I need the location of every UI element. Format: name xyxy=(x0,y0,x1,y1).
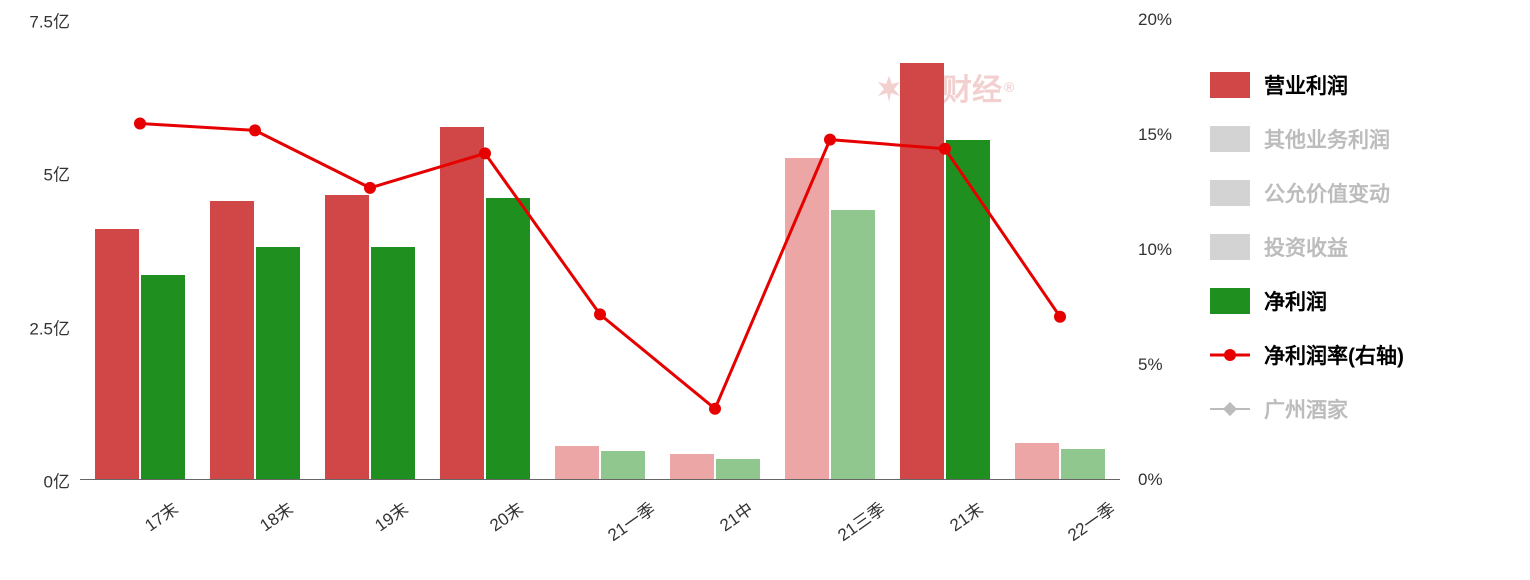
legend-swatch xyxy=(1210,234,1250,260)
y-right-tick-label: 10% xyxy=(1138,240,1198,260)
legend-swatch xyxy=(1210,180,1250,206)
line-marker xyxy=(1054,311,1066,323)
line-marker xyxy=(479,147,491,159)
line-series xyxy=(140,124,1060,409)
line-marker xyxy=(709,403,721,415)
legend-item[interactable]: 其他业务利润 xyxy=(1210,119,1520,159)
y-left-tick-label: 7.5亿 xyxy=(0,8,70,33)
plot-inner: 掌财经 ® xyxy=(80,20,1120,480)
line-marker xyxy=(249,124,261,136)
line-marker xyxy=(594,308,606,320)
legend: 营业利润其他业务利润公允价值变动投资收益净利润净利润率(右轴) 广州酒家 xyxy=(1210,65,1520,443)
legend-item[interactable]: 营业利润 xyxy=(1210,65,1520,105)
y-left-tick-label: 0亿 xyxy=(0,468,70,493)
legend-label: 公允价值变动 xyxy=(1264,178,1390,208)
y-left-tick-label: 2.5亿 xyxy=(0,314,70,339)
legend-item[interactable]: 广州酒家 xyxy=(1210,389,1520,429)
legend-item[interactable]: 净利润 xyxy=(1210,281,1520,321)
line-series-svg xyxy=(80,20,1120,480)
legend-swatch xyxy=(1210,342,1250,368)
line-marker xyxy=(364,182,376,194)
x-tick-label: 17末 xyxy=(138,495,182,536)
financial-chart: 0亿 2.5亿 5亿 7.5亿 0% 5% 10% 15% 20% 掌财经 ® 17末 18末 1… xyxy=(0,0,1530,580)
x-tick-label: 20末 xyxy=(483,495,527,536)
y-left-tick-label: 5亿 xyxy=(0,161,70,186)
line-marker xyxy=(939,143,951,155)
legend-item[interactable]: 投资收益 xyxy=(1210,227,1520,267)
legend-item[interactable]: 净利润率(右轴) xyxy=(1210,335,1520,375)
y-right-tick-label: 0% xyxy=(1138,470,1198,490)
x-axis-baseline xyxy=(80,479,1120,480)
plot-area: 0亿 2.5亿 5亿 7.5亿 0% 5% 10% 15% 20% 掌财经 ® 17末 18末 1… xyxy=(0,0,1200,580)
y-right-tick-label: 5% xyxy=(1138,355,1198,375)
x-tick-label: 21中 xyxy=(713,495,757,536)
x-tick-label: 22一季 xyxy=(1062,495,1120,546)
legend-label: 净利润 xyxy=(1264,286,1327,316)
legend-label: 投资收益 xyxy=(1264,232,1348,262)
y-right-tick-label: 20% xyxy=(1138,10,1198,30)
legend-label: 广州酒家 xyxy=(1264,394,1348,424)
legend-swatch xyxy=(1210,72,1250,98)
legend-label: 其他业务利润 xyxy=(1264,124,1390,154)
x-tick-label: 21末 xyxy=(943,495,987,536)
y-right-tick-label: 15% xyxy=(1138,125,1198,145)
line-marker xyxy=(824,134,836,146)
legend-label: 净利润率(右轴) xyxy=(1264,340,1404,370)
x-tick-label: 19末 xyxy=(368,495,412,536)
legend-swatch xyxy=(1210,126,1250,152)
legend-label: 营业利润 xyxy=(1264,70,1348,100)
x-tick-label: 21一季 xyxy=(602,495,660,546)
legend-swatch xyxy=(1210,288,1250,314)
line-marker xyxy=(134,118,146,130)
x-tick-label: 18末 xyxy=(253,495,297,536)
x-tick-label: 21三季 xyxy=(832,495,890,546)
legend-swatch xyxy=(1210,396,1250,422)
legend-item[interactable]: 公允价值变动 xyxy=(1210,173,1520,213)
